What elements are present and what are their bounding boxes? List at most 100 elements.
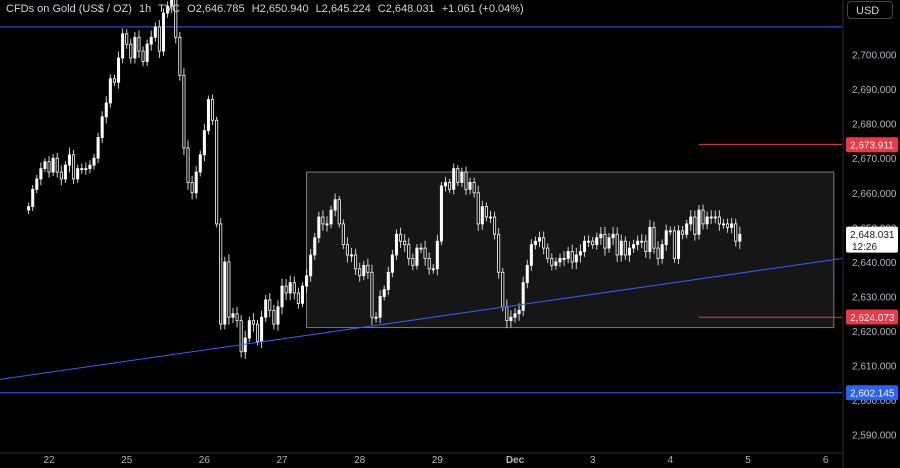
candle-body: [484, 206, 488, 218]
candle-body: [251, 320, 255, 325]
candle-body: [460, 171, 464, 183]
candle-body: [96, 137, 100, 159]
candle-body: [476, 192, 480, 225]
candle-body: [88, 164, 92, 170]
candle-body: [656, 247, 660, 259]
candle-body: [697, 209, 701, 235]
candle-body: [394, 233, 398, 256]
candle-body: [717, 216, 721, 225]
candle-body: [415, 247, 419, 266]
candle-body: [255, 323, 260, 342]
interval-label[interactable]: 1h: [138, 3, 152, 15]
price-label-badge: [846, 137, 898, 153]
candle-body: [309, 254, 313, 277]
x-tick-label: 6: [823, 455, 829, 466]
candle-body: [288, 282, 292, 294]
candle-body: [133, 36, 137, 59]
candle-body: [521, 282, 525, 311]
candle-body: [47, 161, 51, 173]
candle-body: [648, 226, 652, 252]
candle-body: [558, 258, 562, 263]
candle-body: [734, 223, 738, 242]
candle-body: [411, 258, 415, 266]
candle-body: [104, 102, 108, 118]
candle-body: [149, 36, 153, 45]
candle-body: [652, 226, 656, 249]
candle-body: [166, 5, 170, 14]
candle-body: [284, 285, 288, 294]
candle-body: [382, 289, 386, 297]
candle-body: [239, 320, 243, 353]
candle-body: [276, 306, 280, 325]
symbol-title[interactable]: CFDs on Gold (US$ / OZ): [6, 3, 132, 15]
consolidation-range-box: [306, 171, 835, 329]
candle-body: [664, 230, 668, 246]
ohlc-open: O2,646.785: [187, 3, 245, 15]
candle-body: [292, 282, 296, 294]
candle-body: [333, 199, 337, 211]
candle-body: [587, 240, 591, 243]
candle-body: [174, 0, 178, 38]
x-tick-label: 27: [276, 455, 288, 466]
candle-body: [108, 78, 112, 104]
ascending-trendline: [0, 257, 843, 380]
candle-body: [464, 171, 468, 190]
candle-body: [345, 244, 349, 256]
candle-body: [423, 247, 427, 259]
y-tick-label: 2,620.000: [852, 327, 897, 338]
candle-body: [186, 147, 190, 183]
x-tick-label: 3: [590, 455, 596, 466]
candle-body: [215, 119, 219, 225]
currency-button[interactable]: USD: [847, 1, 893, 19]
candle-body: [615, 233, 619, 256]
candle-body: [280, 285, 284, 308]
candle-body: [529, 244, 533, 266]
candle-body: [59, 171, 63, 180]
candle-body: [264, 299, 268, 318]
y-tick-label: 2,670.000: [852, 154, 897, 165]
price-label-text: 2,648.031: [850, 230, 895, 241]
candle-body: [431, 268, 435, 271]
candle-body: [668, 230, 672, 233]
candle-body: [566, 251, 570, 259]
candle-body: [325, 223, 329, 226]
ohlc-close: C2,648.031: [377, 3, 435, 15]
candle-body: [67, 154, 72, 166]
candle-body: [341, 223, 345, 246]
candle-body: [562, 258, 566, 260]
candle-body: [444, 182, 448, 187]
candle-body: [121, 33, 125, 59]
candle-body: [72, 154, 76, 180]
price-label-badge: [846, 385, 898, 401]
candle-body: [538, 237, 542, 242]
price-label-text: 2,602.145: [850, 389, 895, 400]
x-tick-label: 28: [354, 455, 366, 466]
candle-body: [272, 309, 276, 325]
candle-body: [701, 209, 705, 225]
candle-body: [713, 216, 717, 219]
candle-body: [157, 26, 161, 52]
candle-body: [51, 157, 55, 173]
candle-body: [435, 240, 439, 270]
candle-body: [689, 216, 693, 225]
candle-body: [100, 116, 104, 138]
candle-body: [129, 43, 133, 59]
y-tick-label: 2,630.000: [852, 292, 897, 303]
candle-body: [337, 199, 341, 225]
x-tick-label: 22: [43, 455, 55, 466]
candle-body: [27, 206, 31, 211]
candle-body: [321, 216, 325, 225]
candle-body: [685, 223, 689, 235]
candle-body: [599, 233, 603, 239]
candle-body: [726, 223, 730, 228]
candle-body: [427, 258, 431, 270]
candle-body: [317, 216, 321, 239]
candle-body: [137, 36, 141, 52]
y-tick-label: 2,660.000: [852, 189, 897, 200]
candle-body: [231, 313, 235, 318]
candle-body: [145, 43, 149, 62]
y-tick-label: 2,700.000: [852, 51, 897, 62]
candle-body: [141, 50, 145, 62]
